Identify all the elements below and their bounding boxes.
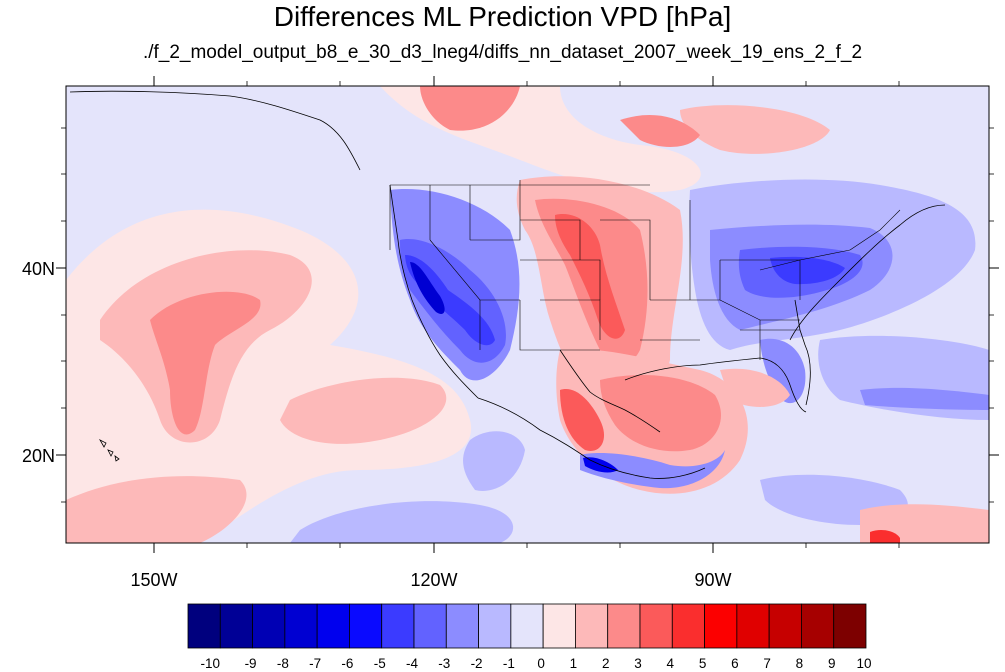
field-mexico-salmon	[600, 375, 721, 452]
colorbar-swatch	[607, 603, 641, 649]
field-north-red	[420, 86, 520, 131]
coastlines	[69, 90, 946, 479]
colorbar-label: 9	[828, 656, 836, 671]
axis-ticks	[56, 76, 999, 553]
colorbar-swatch	[768, 603, 802, 649]
colorbar-labels: -10 -9 -8 -7 -6 -5 -4 -3 -2 -1 0 1 2 3 4 5 6 7 8 9 10	[201, 656, 872, 671]
colorbar-label: -6	[341, 656, 353, 671]
colorbar-label: -10	[201, 656, 221, 671]
colorbar-label: -9	[245, 656, 257, 671]
colorbar	[187, 603, 867, 649]
colorbar-label: -8	[277, 656, 289, 671]
colorbar-label: 1	[570, 656, 578, 671]
field-baja-red	[560, 389, 605, 451]
colorbar-swatch	[736, 603, 770, 649]
lon-label-150w: 150W	[130, 570, 177, 590]
colorbar-swatch	[510, 603, 544, 649]
field-plains-red	[555, 214, 625, 339]
colorbar-label: 3	[634, 656, 642, 671]
colorbar-label: 0	[537, 656, 545, 671]
colorbar-label: 4	[667, 656, 675, 671]
map-field	[66, 86, 989, 543]
colorbar-label: 8	[796, 656, 804, 671]
colorbar-swatch	[478, 603, 512, 649]
field-gulf-pink	[720, 368, 790, 407]
lat-label-40n: 40N	[22, 259, 55, 279]
colorbar-swatch	[252, 603, 286, 649]
field-low-left-pink	[66, 476, 247, 543]
field-west-blue-deep	[405, 255, 495, 346]
colorbar-swatch	[704, 603, 738, 649]
field-mexico-blue	[580, 450, 725, 489]
state-boundaries	[389, 180, 901, 360]
colorbar-swatch	[445, 603, 479, 649]
colorbar-swatch	[187, 603, 221, 649]
colorbar-swatch	[671, 603, 705, 649]
colorbar-swatch	[639, 603, 673, 649]
colorbar-swatch	[575, 603, 609, 649]
colorbar-label: 2	[602, 656, 610, 671]
plot-frame	[65, 85, 990, 544]
map-title: Differences ML Prediction VPD [hPa]	[273, 1, 732, 32]
field-alaska-pink	[680, 105, 830, 154]
colorbar-label: 5	[699, 656, 707, 671]
colorbar-swatch	[413, 603, 447, 649]
colorbar-swatch	[349, 603, 383, 649]
field-caribbean-red	[870, 530, 900, 543]
colorbar-swatch	[219, 603, 253, 649]
map-subtitle: ./f_2_model_output_b8_e_30_d3_lneg4/diff…	[142, 42, 863, 63]
lon-label-120w: 120W	[410, 570, 457, 590]
colorbar-label: -4	[406, 656, 418, 671]
field-tropical-blue-2	[463, 431, 525, 491]
colorbar-swatch	[833, 603, 867, 649]
lat-label-20n: 20N	[22, 446, 55, 466]
colorbar-label: -7	[309, 656, 321, 671]
colorbar-label: -1	[503, 656, 515, 671]
field-atlantic-blue-2	[860, 387, 989, 410]
colorbar-swatch	[801, 603, 835, 649]
colorbar-label: 7	[763, 656, 771, 671]
field-ca-deepest	[410, 262, 445, 315]
field-gulf-canada-pink	[620, 115, 700, 147]
colorbar-swatch	[542, 603, 576, 649]
colorbar-swatch	[316, 603, 350, 649]
field-pacific-core	[150, 291, 261, 435]
colorbar-label: 6	[731, 656, 739, 671]
colorbar-swatch	[381, 603, 415, 649]
lon-label-90w: 90W	[694, 570, 731, 590]
colorbar-label: -3	[438, 656, 450, 671]
field-pacific-salmon-2	[280, 377, 447, 444]
colorbar-label: -5	[374, 656, 386, 671]
field-tropical-blue	[290, 501, 514, 543]
colorbar-label: 10	[856, 656, 871, 671]
colorbar-label: -2	[471, 656, 483, 671]
field-east-blue-core	[770, 256, 845, 285]
axis-minor-ticks	[61, 81, 994, 548]
colorbar-swatch	[284, 603, 318, 649]
